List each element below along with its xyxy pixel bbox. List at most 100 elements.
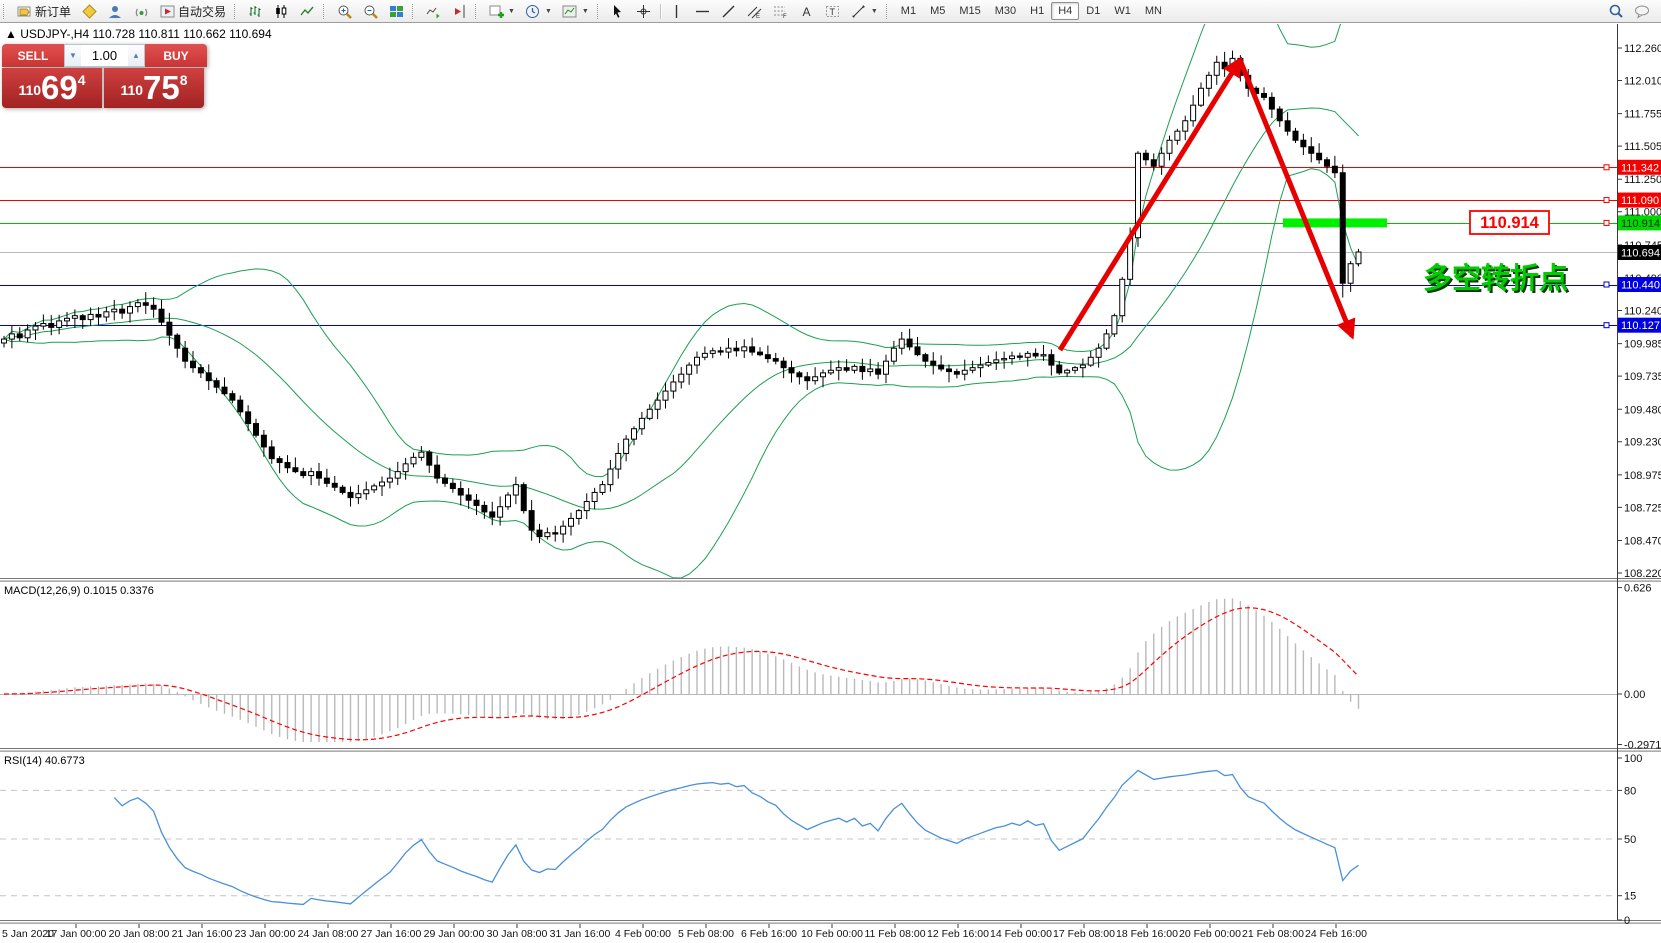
- timeframe-w1-button[interactable]: W1: [1114, 5, 1131, 17]
- timeframe-h4-button[interactable]: H4: [1051, 2, 1080, 20]
- candle: [457, 488, 464, 496]
- volume-decrease-button[interactable]: ▼: [65, 45, 81, 66]
- candle: [32, 325, 39, 331]
- svg-text:109.735: 109.735: [1624, 371, 1661, 383]
- candle: [953, 371, 960, 375]
- signals-button[interactable]: [128, 0, 154, 22]
- timeframe-m30-button[interactable]: M30: [994, 5, 1017, 17]
- buy-price-display[interactable]: 110 75 8: [104, 68, 204, 108]
- candle: [1268, 96, 1275, 110]
- svg-text:17 Feb 08:00: 17 Feb 08:00: [1053, 928, 1115, 940]
- timeframe-d1-button[interactable]: D1: [1086, 5, 1101, 17]
- crosshair-button[interactable]: [631, 0, 657, 22]
- object-hlines[interactable]: [0, 167, 1617, 326]
- candle: [780, 360, 787, 369]
- sell-button[interactable]: SELL: [2, 44, 64, 67]
- candle: [1316, 152, 1323, 161]
- hline-anchors[interactable]: [1603, 164, 1610, 329]
- annotation-price-box[interactable]: 110.914: [1469, 210, 1550, 235]
- candle: [16, 333, 23, 339]
- svg-text:111.250: 111.250: [1624, 174, 1661, 186]
- candle: [339, 486, 346, 493]
- svg-text:110.127: 110.127: [1621, 320, 1660, 332]
- candle: [166, 321, 173, 336]
- signal-icon: [133, 3, 149, 19]
- candle: [71, 315, 78, 319]
- channel-tool-button[interactable]: E: [742, 0, 768, 22]
- candle: [717, 350, 724, 353]
- svg-text:111.090: 111.090: [1621, 195, 1659, 207]
- candle: [119, 308, 126, 314]
- candle: [48, 322, 55, 328]
- horizontal-line-tool-button[interactable]: [690, 0, 716, 22]
- volume-increase-button[interactable]: ▲: [128, 45, 144, 66]
- candle: [473, 499, 480, 506]
- crosshair-icon: [636, 3, 652, 19]
- annotation-green-bar[interactable]: [1283, 218, 1387, 228]
- candle: [568, 517, 574, 527]
- candle: [694, 356, 700, 366]
- new-order-button[interactable]: 新订单: [11, 0, 76, 22]
- search-icon: [1608, 3, 1624, 19]
- svg-text:24 Feb 16:00: 24 Feb 16:00: [1305, 928, 1367, 940]
- svg-text:21 Jan 16:00: 21 Jan 16:00: [172, 928, 233, 940]
- candle: [827, 369, 834, 374]
- profile-button[interactable]: [102, 0, 128, 22]
- timeframe-m1-button[interactable]: M1: [900, 5, 917, 17]
- search-button[interactable]: [1603, 0, 1629, 22]
- text-label-tool-button[interactable]: T: [820, 0, 846, 22]
- zoom-in-icon: [336, 3, 352, 19]
- svg-text:29 Jan 00:00: 29 Jan 00:00: [424, 928, 485, 940]
- autotrading-button[interactable]: 自动交易: [154, 0, 231, 22]
- timeframe-h1-button[interactable]: H1: [1030, 5, 1045, 17]
- candle: [402, 463, 409, 473]
- line-chart-button[interactable]: [294, 0, 320, 22]
- periods-button[interactable]: ▼: [520, 0, 557, 22]
- fibonacci-tool-button[interactable]: F: [768, 0, 794, 22]
- svg-text:20 Feb 00:00: 20 Feb 00:00: [1179, 928, 1241, 940]
- volume-input[interactable]: 1.00: [91, 48, 118, 63]
- svg-text:T: T: [830, 7, 836, 17]
- timeframe-m5-button[interactable]: M5: [930, 5, 946, 17]
- svg-text:112.010: 112.010: [1624, 75, 1661, 87]
- zoom-in-button[interactable]: [331, 0, 357, 22]
- tile-windows-button[interactable]: [383, 0, 409, 22]
- templates-button[interactable]: ▼: [557, 0, 594, 22]
- chevron-down-icon: ▼: [870, 7, 878, 15]
- candle: [812, 376, 819, 382]
- candle: [1166, 139, 1173, 154]
- candle: [497, 506, 504, 518]
- svg-text:5 Jan 2020: 5 Jan 2020: [2, 928, 54, 940]
- timeframe-mn-button[interactable]: MN: [1144, 5, 1162, 17]
- sell-price-display[interactable]: 110 69 4: [2, 68, 102, 108]
- text-tool-button[interactable]: A: [794, 0, 820, 22]
- cursor-button[interactable]: [605, 0, 631, 22]
- auto-scroll-button[interactable]: [420, 0, 446, 22]
- candle: [1064, 369, 1071, 374]
- trend-arrows[interactable]: [1057, 56, 1356, 352]
- chevron-down-icon: ▼: [508, 7, 515, 15]
- candle: [418, 451, 425, 458]
- candlestick-chart-button[interactable]: [268, 0, 294, 22]
- trendline-tool-button[interactable]: [716, 0, 742, 22]
- vertical-line-tool-button[interactable]: [664, 0, 690, 22]
- arrows-tool-button[interactable]: ▼: [846, 0, 883, 22]
- candle: [229, 393, 236, 401]
- zoom-out-button[interactable]: [357, 0, 383, 22]
- metaeditor-button[interactable]: [76, 0, 102, 22]
- bar-chart-button[interactable]: [242, 0, 268, 22]
- candle: [308, 471, 315, 477]
- comments-button[interactable]: [1629, 0, 1655, 22]
- candle: [127, 306, 133, 314]
- candle: [883, 360, 889, 375]
- timeframe-m15-button[interactable]: M15: [959, 5, 981, 17]
- indicators-button[interactable]: ▼: [483, 0, 520, 22]
- svg-text:111.755: 111.755: [1624, 109, 1661, 121]
- chart-area[interactable]: 110.914多空转折点多空转折点112.260112.010111.75511…: [0, 22, 1661, 943]
- svg-text:0.00: 0.00: [1624, 689, 1645, 701]
- buy-button[interactable]: BUY: [145, 44, 207, 67]
- svg-text:14 Feb 00:00: 14 Feb 00:00: [990, 928, 1052, 940]
- svg-text:E: E: [756, 14, 760, 19]
- chart-shift-button[interactable]: [446, 0, 472, 22]
